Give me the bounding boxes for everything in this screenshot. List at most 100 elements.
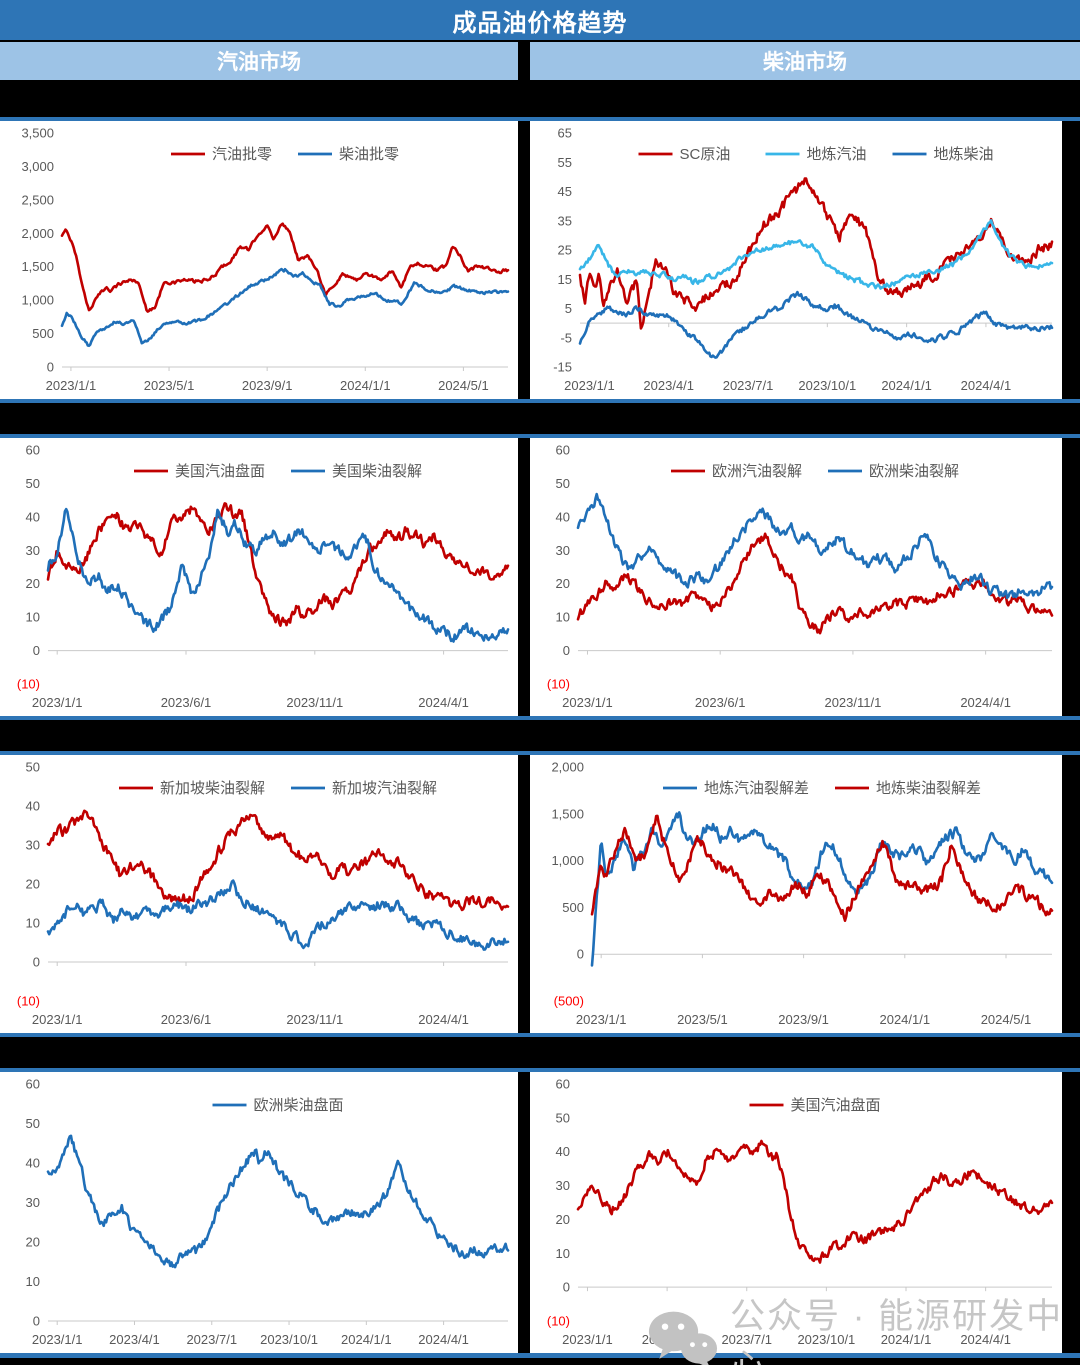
svg-text:10: 10 <box>26 916 40 931</box>
svg-text:2023/7/1: 2023/7/1 <box>186 1332 237 1347</box>
column-headers: 汽油市场 柴油市场 <box>0 42 1080 80</box>
svg-text:地炼汽油裂解差: 地炼汽油裂解差 <box>704 780 809 797</box>
svg-text:45: 45 <box>558 184 572 199</box>
svg-text:2023/4/1: 2023/4/1 <box>642 1332 693 1347</box>
svg-text:-15: -15 <box>553 360 572 375</box>
column-header-diesel-label: 柴油市场 <box>763 51 847 74</box>
svg-text:500: 500 <box>32 326 54 341</box>
svg-text:2024/1/1: 2024/1/1 <box>341 1332 392 1347</box>
svg-text:2023/10/1: 2023/10/1 <box>798 378 856 393</box>
svg-text:地炼汽油: 地炼汽油 <box>807 146 867 163</box>
svg-text:0: 0 <box>563 643 570 658</box>
svg-text:60: 60 <box>26 443 40 458</box>
chart-us-gasoline-board: (10) 0 10 20 30 40 50 60 2023/1/1 2023/4/1 2023/7/… <box>547 1077 1054 1347</box>
svg-text:1,500: 1,500 <box>21 259 54 274</box>
vertical-divider <box>1062 438 1080 716</box>
svg-text:2024/1/1: 2024/1/1 <box>340 378 391 393</box>
svg-text:35: 35 <box>558 213 572 228</box>
vertical-divider <box>518 755 530 1033</box>
svg-text:30: 30 <box>26 543 40 558</box>
svg-text:10: 10 <box>26 1274 40 1289</box>
svg-text:20: 20 <box>556 1212 570 1227</box>
svg-text:(10): (10) <box>547 1314 570 1329</box>
vertical-divider <box>518 1072 530 1353</box>
svg-text:50: 50 <box>26 1116 40 1131</box>
svg-text:2023/1/1: 2023/1/1 <box>562 1332 613 1347</box>
redacted-title-band <box>0 1037 1080 1068</box>
svg-text:10: 10 <box>556 1246 570 1261</box>
svg-text:2023/1/1: 2023/1/1 <box>576 1012 627 1027</box>
svg-text:美国汽油盘面: 美国汽油盘面 <box>791 1096 881 1114</box>
bottom-band <box>0 1358 1080 1365</box>
separator-line <box>0 117 1080 121</box>
svg-text:2023/10/1: 2023/10/1 <box>797 1332 855 1347</box>
chart-gasoline-diesel-wholesale: 0 500 1,000 1,500 2,000 2,500 3,000 3,500 2023/1… <box>21 126 510 393</box>
svg-text:2024/1/1: 2024/1/1 <box>879 1012 930 1027</box>
svg-text:2024/4/1: 2024/4/1 <box>960 1332 1011 1347</box>
svg-text:2024/4/1: 2024/4/1 <box>418 695 469 710</box>
svg-text:0: 0 <box>33 643 40 658</box>
svg-text:(10): (10) <box>547 677 570 692</box>
svg-text:2024/4/1: 2024/4/1 <box>960 695 1011 710</box>
chart-us-gasoline-board-diesel-crack: (10) 0 10 20 30 40 50 60 2023/1/1 2023/6/1 2023/11… <box>17 443 510 710</box>
svg-text:50: 50 <box>26 760 40 775</box>
svg-text:2024/5/1: 2024/5/1 <box>981 1012 1032 1027</box>
svg-text:65: 65 <box>558 126 572 141</box>
svg-text:欧洲汽油裂解: 欧洲汽油裂解 <box>712 463 802 480</box>
vertical-divider <box>518 121 530 399</box>
svg-text:2023/7/1: 2023/7/1 <box>721 1332 772 1347</box>
svg-text:50: 50 <box>26 476 40 491</box>
chart-panel: (10) 0 10 20 30 40 50 60 2023/1/1 2023/4/1 2023/7/… <box>530 1072 1062 1353</box>
svg-text:2023/6/1: 2023/6/1 <box>161 1012 212 1027</box>
chart-panel: 0 500 1,000 1,500 2,000 2,500 3,000 3,500 2023/1… <box>0 121 518 399</box>
svg-text:60: 60 <box>556 443 570 458</box>
separator-line <box>0 1353 1080 1358</box>
separator-line <box>0 1033 1080 1037</box>
svg-text:0: 0 <box>563 1280 570 1295</box>
svg-text:2023/6/1: 2023/6/1 <box>695 695 746 710</box>
vertical-divider <box>1062 755 1080 1033</box>
svg-text:2,000: 2,000 <box>551 760 584 775</box>
redacted-title-band <box>0 403 1080 434</box>
svg-text:2,000: 2,000 <box>21 226 54 241</box>
separator-line <box>0 751 1080 755</box>
chart-panel: (10) 0 10 20 30 40 50 60 2023/1/1 2023/6/1 2023/11… <box>530 438 1062 716</box>
svg-text:30: 30 <box>26 1195 40 1210</box>
svg-text:50: 50 <box>556 476 570 491</box>
svg-text:2023/1/1: 2023/1/1 <box>46 378 97 393</box>
svg-text:25: 25 <box>558 243 572 258</box>
svg-text:3,000: 3,000 <box>21 159 54 174</box>
svg-text:5: 5 <box>565 301 572 316</box>
svg-text:3,500: 3,500 <box>21 126 54 141</box>
svg-text:40: 40 <box>26 1156 40 1171</box>
chart-singapore-crack: (10) 0 10 20 30 40 50 2023/1/1 2023/6/1 2023/11/1… <box>17 760 510 1027</box>
separator-line <box>0 716 1080 720</box>
svg-text:55: 55 <box>558 155 572 170</box>
svg-text:2023/9/1: 2023/9/1 <box>778 1012 829 1027</box>
separator-line <box>0 434 1080 438</box>
chart-panel: 0 10 20 30 40 50 60 2023/1/1 2023/4/1 2023/7/1 202… <box>0 1072 518 1353</box>
svg-text:30: 30 <box>556 543 570 558</box>
svg-text:地炼柴油裂解差: 地炼柴油裂解差 <box>876 780 981 797</box>
svg-text:2023/11/1: 2023/11/1 <box>286 1012 343 1027</box>
svg-text:2023/11/1: 2023/11/1 <box>286 695 343 710</box>
svg-text:地炼柴油: 地炼柴油 <box>934 146 994 163</box>
svg-text:-5: -5 <box>560 330 572 345</box>
svg-text:欧洲柴油裂解: 欧洲柴油裂解 <box>869 463 959 480</box>
svg-text:2023/1/1: 2023/1/1 <box>32 1012 83 1027</box>
vertical-divider <box>518 438 530 716</box>
svg-text:(10): (10) <box>17 994 40 1009</box>
svg-text:新加坡柴油裂解: 新加坡柴油裂解 <box>160 780 265 797</box>
column-divider <box>518 42 530 80</box>
svg-text:2023/1/1: 2023/1/1 <box>32 695 83 710</box>
svg-text:2023/9/1: 2023/9/1 <box>242 378 293 393</box>
svg-text:2023/1/1: 2023/1/1 <box>562 695 613 710</box>
chart-row-1: 0 500 1,000 1,500 2,000 2,500 3,000 3,500 2023/1… <box>0 121 1080 399</box>
svg-text:30: 30 <box>556 1178 570 1193</box>
svg-text:2023/5/1: 2023/5/1 <box>677 1012 728 1027</box>
svg-text:40: 40 <box>26 799 40 814</box>
svg-text:40: 40 <box>556 509 570 524</box>
svg-text:2,500: 2,500 <box>21 192 54 207</box>
svg-text:2023/1/1: 2023/1/1 <box>32 1332 83 1347</box>
svg-text:20: 20 <box>26 877 40 892</box>
